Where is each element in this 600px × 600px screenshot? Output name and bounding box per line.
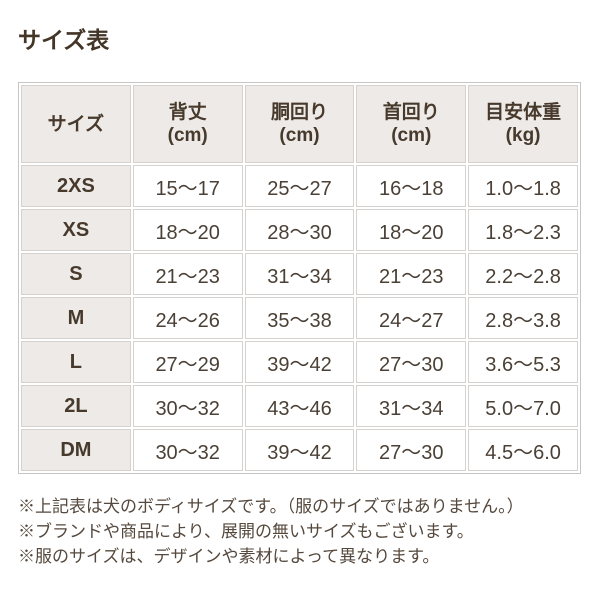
neck-cell: 27〜30 (356, 429, 467, 471)
size-label-cell: S (21, 253, 131, 295)
back-length-cell: 27〜29 (132, 341, 243, 383)
table-row: M 24〜26 35〜38 24〜27 2.8〜3.8 (21, 297, 578, 339)
back-length-cell: 24〜26 (132, 297, 243, 339)
neck-cell: 18〜20 (356, 209, 467, 251)
col-header-weight: 目安体重 (kg) (468, 85, 578, 163)
col-header-size: サイズ (21, 85, 131, 163)
table-row: S 21〜23 31〜34 21〜23 2.2〜2.8 (21, 253, 578, 295)
footnote-availability: ※ブランドや商品により、展開の無いサイズもございます。 (18, 522, 474, 541)
weight-cell: 2.8〜3.8 (468, 297, 578, 339)
size-label-cell: XS (21, 209, 131, 251)
weight-cell: 5.0〜7.0 (468, 385, 578, 427)
neck-cell: 27〜30 (356, 341, 467, 383)
col-header-back-length-unit: (cm) (167, 125, 208, 146)
neck-cell: 21〜23 (356, 253, 467, 295)
girth-cell: 31〜34 (244, 253, 355, 295)
table-row: 2L 30〜32 43〜46 31〜34 5.0〜7.0 (21, 385, 578, 427)
girth-cell: 28〜30 (244, 209, 355, 251)
weight-cell: 1.0〜1.8 (468, 165, 578, 207)
neck-cell: 31〜34 (356, 385, 467, 427)
col-header-size-label: サイズ (47, 113, 105, 135)
col-header-girth: 胴回り (cm) (244, 85, 355, 163)
back-length-cell: 21〜23 (132, 253, 243, 295)
girth-cell: 35〜38 (244, 297, 355, 339)
size-table: サイズ 背丈 (cm) 胴回り (cm) 首回り (cm) 目安体重 (kg) (18, 82, 581, 474)
table-row: DM 30〜32 39〜42 27〜30 4.5〜6.0 (21, 429, 578, 471)
footnote-body-size: ※上記表は犬のボディサイズです。（服のサイズではありません。） (18, 497, 524, 516)
girth-cell: 25〜27 (244, 165, 355, 207)
footnote-garment-size: ※服のサイズは、デザインや素材によって異なります。 (18, 547, 440, 566)
size-label-cell: L (21, 341, 131, 383)
col-header-back-length: 背丈 (cm) (132, 85, 243, 163)
footnotes: ※上記表は犬のボディサイズです。（服のサイズではありません。） ※ブランドや商品… (18, 494, 583, 569)
size-label-cell: M (21, 297, 131, 339)
size-label-cell: DM (21, 429, 131, 471)
back-length-cell: 30〜32 (132, 385, 243, 427)
page-title: サイズ表 (18, 27, 110, 53)
neck-cell: 16〜18 (356, 165, 467, 207)
size-label-cell: 2L (21, 385, 131, 427)
col-header-neck-label: 首回り (382, 102, 440, 123)
col-header-girth-unit: (cm) (279, 125, 320, 146)
table-row: 2XS 15〜17 25〜27 16〜18 1.0〜1.8 (21, 165, 578, 207)
table-row: XS 18〜20 28〜30 18〜20 1.8〜2.3 (21, 209, 578, 251)
col-header-back-length-label: 背丈 (168, 102, 207, 123)
size-label-cell: 2XS (21, 165, 131, 207)
weight-cell: 4.5〜6.0 (468, 429, 578, 471)
girth-cell: 43〜46 (244, 385, 355, 427)
col-header-neck: 首回り (cm) (356, 85, 467, 163)
back-length-cell: 15〜17 (132, 165, 243, 207)
neck-cell: 24〜27 (356, 297, 467, 339)
weight-cell: 2.2〜2.8 (468, 253, 578, 295)
col-header-weight-label: 目安体重 (485, 102, 562, 123)
weight-cell: 3.6〜5.3 (468, 341, 578, 383)
weight-cell: 1.8〜2.3 (468, 209, 578, 251)
girth-cell: 39〜42 (244, 341, 355, 383)
back-length-cell: 30〜32 (132, 429, 243, 471)
col-header-girth-label: 胴回り (270, 102, 328, 123)
table-row: L 27〜29 39〜42 27〜30 3.6〜5.3 (21, 341, 578, 383)
col-header-neck-unit: (cm) (391, 125, 432, 146)
table-header-row: サイズ 背丈 (cm) 胴回り (cm) 首回り (cm) 目安体重 (kg) (21, 85, 578, 163)
girth-cell: 39〜42 (244, 429, 355, 471)
back-length-cell: 18〜20 (132, 209, 243, 251)
col-header-weight-unit: (kg) (505, 125, 541, 146)
